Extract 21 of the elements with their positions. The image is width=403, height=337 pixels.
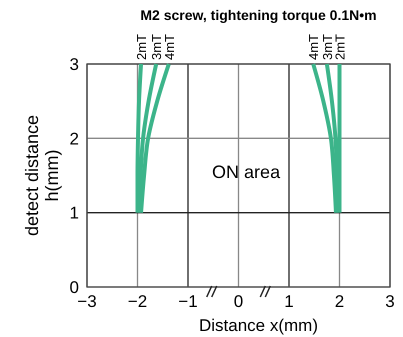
y-tick-label: 3 bbox=[70, 55, 79, 74]
x-tick-label: 1 bbox=[284, 292, 294, 311]
text: 4mT bbox=[162, 34, 177, 60]
y-tick-label: 2 bbox=[70, 129, 79, 148]
text: 4mT bbox=[306, 34, 322, 60]
y-axis-title: detect distance h(mm) bbox=[22, 114, 62, 236]
x-tick-label: 3 bbox=[385, 292, 395, 311]
y-tick-label: 0 bbox=[70, 278, 79, 297]
x-tick-label: 0 bbox=[234, 292, 244, 311]
annotation: ON area bbox=[212, 162, 282, 182]
x-tick-label: 2 bbox=[334, 292, 344, 311]
x-tick-label: −3 bbox=[77, 292, 97, 311]
x-tick-label: −2 bbox=[128, 292, 148, 311]
text: 3mT bbox=[149, 34, 164, 60]
text: 2mT bbox=[134, 34, 150, 60]
x-axis-title: Distance x(mm) bbox=[198, 316, 318, 335]
x-tick-label: −1 bbox=[178, 292, 198, 311]
text: 2mT bbox=[332, 34, 348, 60]
y-tick-label: 1 bbox=[70, 204, 79, 223]
chart-title: M2 screw, tightening torque 0.1N•m bbox=[140, 7, 377, 23]
text: 3mT bbox=[320, 34, 335, 60]
